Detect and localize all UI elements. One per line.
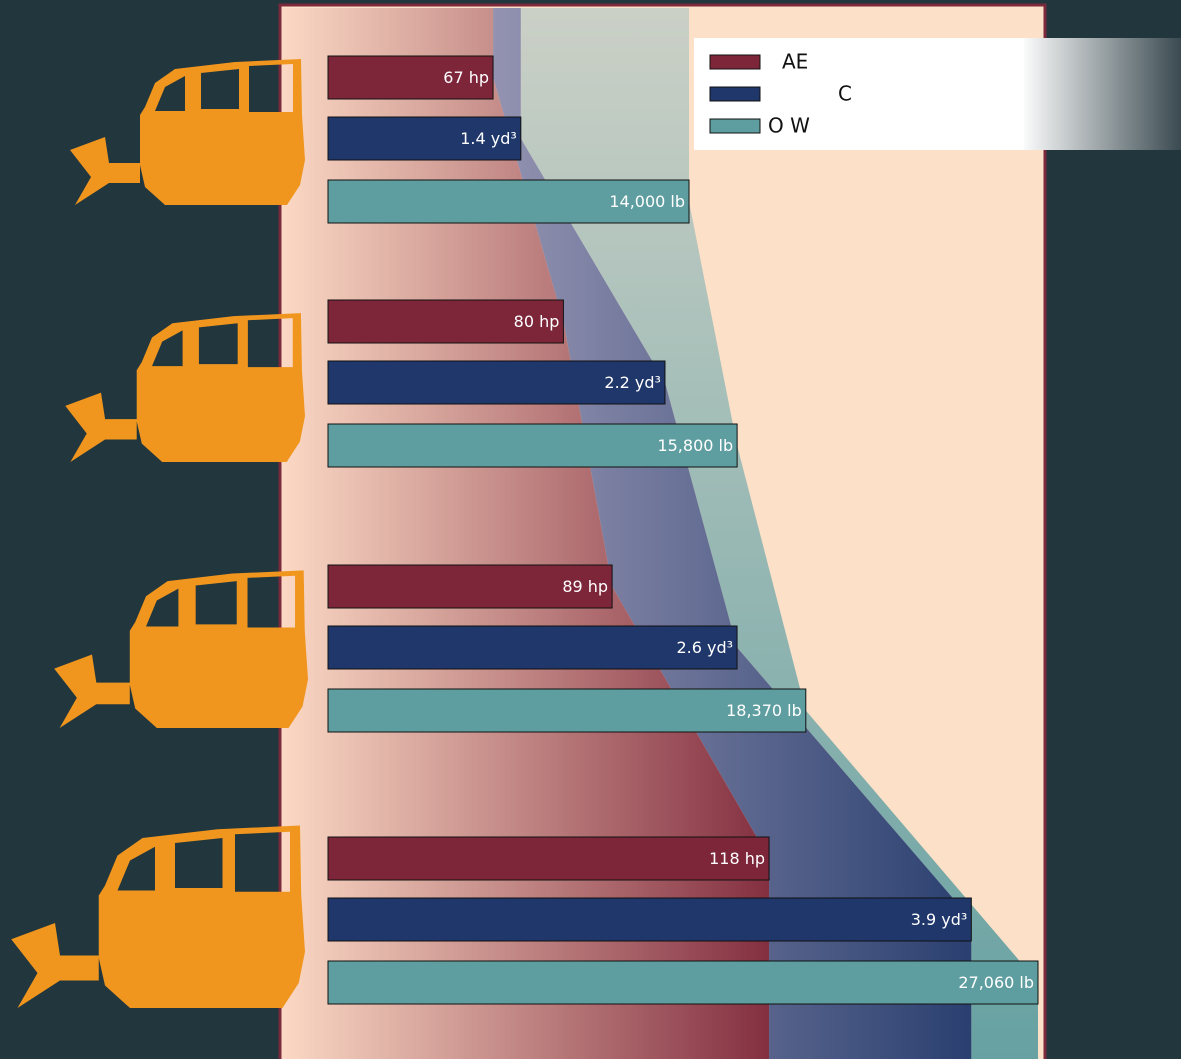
value-label: 14,000 lb xyxy=(609,192,685,211)
legend-swatch xyxy=(710,119,760,133)
legend-label: AE xyxy=(782,50,808,74)
value-label: 15,800 lb xyxy=(657,436,733,455)
legend-swatch xyxy=(710,87,760,101)
value-label: 80 hp xyxy=(514,312,560,331)
value-label: 18,370 lb xyxy=(726,701,802,720)
value-label: 89 hp xyxy=(562,577,608,596)
value-label: 67 hp xyxy=(443,68,489,87)
value-label: 27,060 lb xyxy=(958,973,1034,992)
value-label: 1.4 yd³ xyxy=(460,129,517,148)
chart: 67 hp 80 hp 89 hp 118 hp AE 1.4 yd³ 2.2 yd³ 2.6… xyxy=(0,0,1181,1059)
legend-swatch xyxy=(710,55,760,69)
legend-label: O W xyxy=(768,114,810,138)
bar xyxy=(328,837,769,880)
bar xyxy=(328,961,1038,1004)
value-label: 3.9 yd³ xyxy=(911,910,968,929)
value-label: 2.6 yd³ xyxy=(676,638,733,657)
bar xyxy=(328,898,971,941)
legend-label: C xyxy=(838,82,852,106)
value-label: 118 hp xyxy=(709,849,765,868)
value-label: 2.2 yd³ xyxy=(604,373,661,392)
